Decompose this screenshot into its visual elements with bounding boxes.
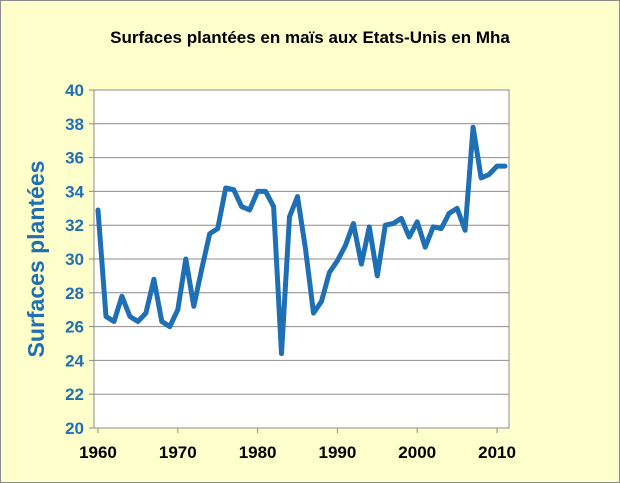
y-tick-label: 38 xyxy=(65,115,84,134)
y-axis-label: Surfaces plantées xyxy=(23,161,49,358)
y-tick-label: 36 xyxy=(65,149,84,168)
y-tick-label: 24 xyxy=(65,351,84,370)
y-tick-label: 34 xyxy=(65,182,84,201)
series-line xyxy=(95,124,508,357)
x-tick-label: 2000 xyxy=(398,443,436,462)
x-tick-label: 1960 xyxy=(79,443,117,462)
y-tick-label: 20 xyxy=(65,419,84,438)
chart-title: Surfaces plantées en maïs aux Etats-Unis… xyxy=(110,28,510,47)
x-tick-label: 1970 xyxy=(159,443,197,462)
y-tick-label: 32 xyxy=(65,216,84,235)
y-tick-label: 40 xyxy=(65,81,84,100)
x-tick-label: 1980 xyxy=(239,443,277,462)
x-tick-label: 1990 xyxy=(318,443,356,462)
y-tick-label: 22 xyxy=(65,385,84,404)
y-tick-label: 30 xyxy=(65,250,84,269)
y-tick-label: 28 xyxy=(65,284,84,303)
y-tick-label: 26 xyxy=(65,318,84,337)
x-tick-label: 2010 xyxy=(478,443,516,462)
